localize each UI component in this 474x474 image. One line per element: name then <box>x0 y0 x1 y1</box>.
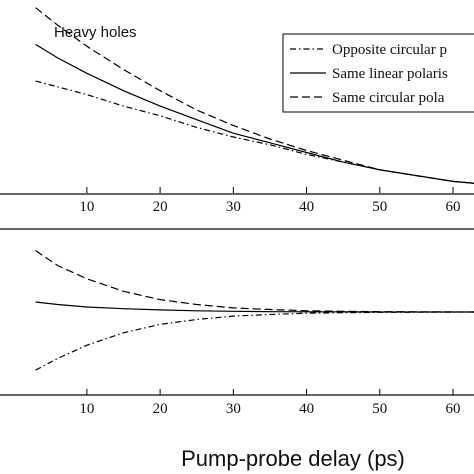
top-plot-frame <box>0 193 474 195</box>
bottom-panel: 10 20 30 40 50 60 Pump-probe delay (ps) <box>0 228 474 471</box>
bottom-series-line-solid <box>35 301 474 313</box>
legend-label: Opposite circular p <box>332 42 447 58</box>
bottom-x-ticks: 10 20 30 40 50 60 <box>79 389 461 417</box>
top-x-tick-label: 30 <box>226 199 241 215</box>
bottom-x-tick-label: 10 <box>79 401 94 417</box>
top-x-tick-label: 60 <box>446 199 461 215</box>
legend: Opposite circular p Same linear polaris Sa… <box>282 33 474 113</box>
bottom-x-tick-label: 50 <box>372 401 387 417</box>
top-panel: Heavy holes 10 20 30 40 50 60 Opposite circul… <box>0 7 474 215</box>
top-x-tick-label: 20 <box>153 199 168 215</box>
legend-label: Same linear polaris <box>332 66 448 82</box>
top-x-ticks: 10 20 30 40 50 60 <box>79 187 461 215</box>
bottom-series-line-dashed <box>35 250 474 313</box>
bottom-x-tick-label: 40 <box>299 401 314 417</box>
x-axis-label: Pump-probe delay (ps) <box>181 446 405 471</box>
bottom-x-tick-label: 30 <box>226 401 241 417</box>
top-series-line-dashed <box>35 7 474 184</box>
top-series-group <box>35 7 474 184</box>
legend-label: Same circular pola <box>332 90 445 106</box>
top-x-tick-label: 40 <box>299 199 314 215</box>
bottom-x-tick-label: 60 <box>446 401 461 417</box>
bottom-x-tick-label: 20 <box>153 401 168 417</box>
legend-items: Opposite circular p Same linear polaris Sa… <box>290 42 448 106</box>
top-x-tick-label: 10 <box>79 199 94 215</box>
bottom-plot-frame <box>0 228 474 396</box>
top-annotation: Heavy holes <box>54 24 137 41</box>
top-series-line-dash-dot <box>35 80 474 184</box>
bottom-series-line-dash-dot <box>35 311 474 371</box>
bottom-series-group <box>35 250 474 371</box>
top-x-tick-label: 50 <box>372 199 387 215</box>
